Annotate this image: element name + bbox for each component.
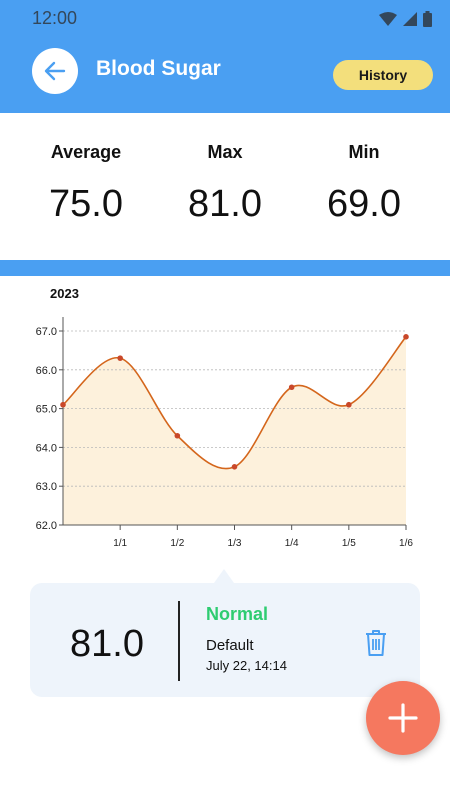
chart-data-point bbox=[174, 432, 181, 439]
history-button[interactable]: History bbox=[333, 60, 433, 90]
chart-data-point bbox=[403, 334, 409, 340]
stat-value: 75.0 bbox=[49, 183, 123, 225]
delete-button[interactable] bbox=[364, 629, 388, 657]
reading-status: Normal bbox=[206, 604, 269, 624]
stats-panel: Average 75.0 Max 81.0 Min 69.0 bbox=[0, 113, 450, 260]
chart-data-point bbox=[60, 401, 66, 408]
stat-label: Max bbox=[207, 142, 243, 162]
wifi-icon bbox=[379, 12, 397, 26]
reading-value: 81.0 bbox=[70, 623, 144, 665]
x-tick-label: 1/4 bbox=[285, 538, 299, 549]
x-tick-label: 1/3 bbox=[228, 538, 242, 549]
stat-value: 81.0 bbox=[188, 183, 262, 225]
reading-card[interactable]: 81.0 Normal Default July 22, 14:14 bbox=[30, 583, 420, 697]
stat-label: Min bbox=[348, 142, 380, 162]
y-tick-label: 63.0 bbox=[36, 481, 57, 493]
x-tick-label: 1/2 bbox=[170, 538, 184, 549]
chart-canvas: 62.0 63.0 64.0 65.0 66.0 67.0 1/1 1/2 1/3 1/4 1/5 1… bbox=[36, 317, 413, 549]
trash-icon bbox=[366, 630, 386, 656]
x-tick-label: 1/6 bbox=[399, 538, 413, 549]
chart-area-fill bbox=[63, 336, 406, 525]
y-tick-label: 67.0 bbox=[36, 326, 57, 338]
status-icons bbox=[379, 11, 432, 27]
stat-label: Average bbox=[50, 142, 122, 162]
status-time: 12:00 bbox=[32, 8, 78, 28]
card-pointer bbox=[214, 569, 234, 583]
y-tick-label: 66.0 bbox=[36, 365, 57, 377]
y-tick-label: 64.0 bbox=[36, 442, 57, 454]
battery-icon bbox=[423, 11, 432, 27]
back-button[interactable] bbox=[32, 48, 78, 94]
y-tick-label: 62.0 bbox=[36, 520, 57, 532]
app-header: 12:00 Blood Sugar History bbox=[0, 0, 450, 113]
x-tick-label: 1/5 bbox=[342, 538, 356, 549]
chart-data-point bbox=[231, 464, 238, 470]
plus-icon bbox=[388, 703, 418, 733]
chart-data-point bbox=[346, 401, 352, 408]
chart-year-label: 2023 bbox=[50, 286, 79, 301]
stat-value: 69.0 bbox=[327, 183, 401, 225]
arrow-left-icon bbox=[44, 61, 66, 81]
add-reading-button[interactable] bbox=[366, 681, 440, 755]
blood-sugar-chart: 2023 62.0 63.0 64.0 65.0 66.0 67.0 1/1 1/2 1/3 1/… bbox=[0, 276, 450, 566]
y-tick-label: 65.0 bbox=[36, 404, 57, 416]
card-divider bbox=[178, 601, 180, 681]
chart-data-point bbox=[288, 384, 295, 391]
x-tick-label: 1/1 bbox=[113, 538, 127, 549]
page-title: Blood Sugar bbox=[96, 57, 221, 80]
chart-data-point bbox=[117, 355, 123, 361]
reading-timestamp: July 22, 14:14 bbox=[206, 658, 287, 673]
reading-type: Default bbox=[206, 637, 254, 654]
section-divider-band bbox=[0, 260, 450, 276]
status-bar: 12:00 bbox=[0, 0, 450, 36]
signal-icon bbox=[403, 12, 417, 26]
